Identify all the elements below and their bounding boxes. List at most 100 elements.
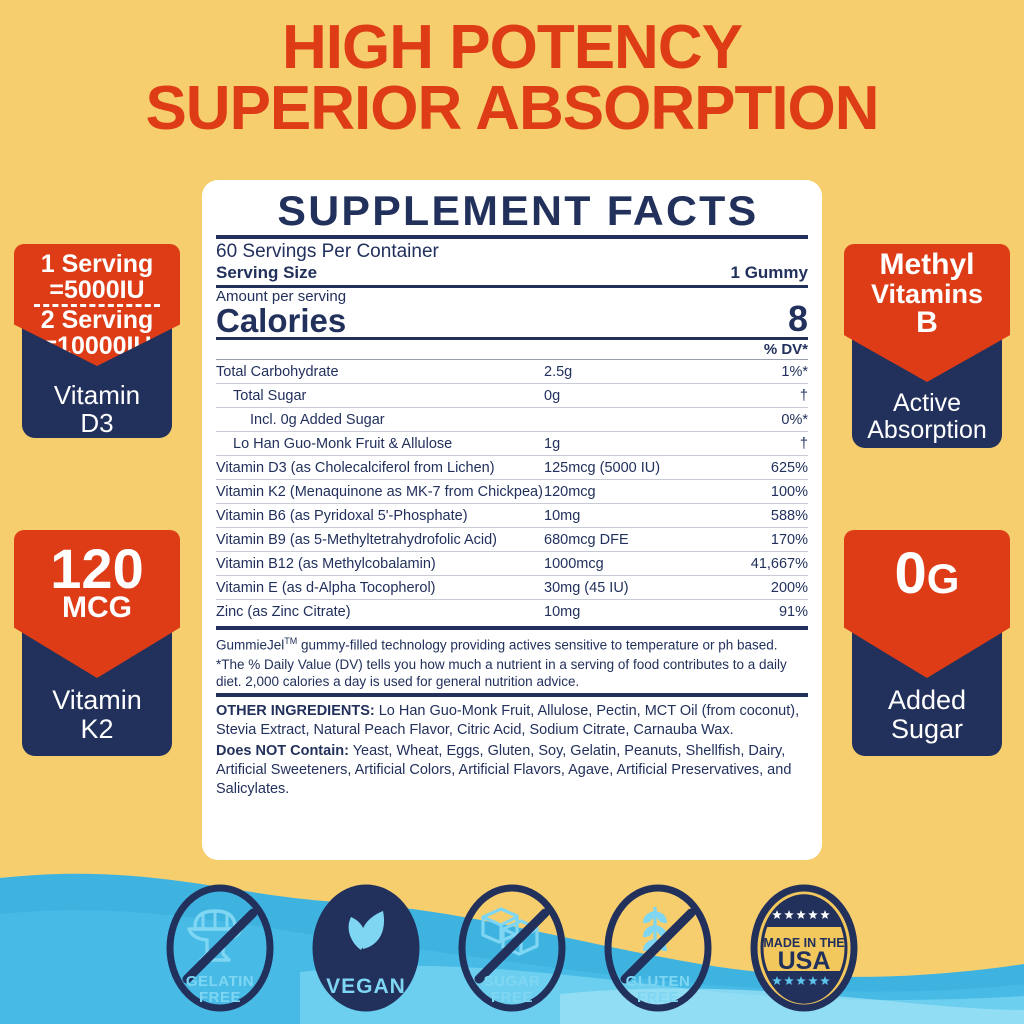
- trademark-symbol: TM: [284, 636, 298, 647]
- badge-methyl-line-2: Vitamins: [870, 278, 984, 309]
- supplement-facts-title: SUPPLEMENT FACTS: [277, 187, 759, 234]
- badge-sugar-amount: 0G: [850, 544, 1004, 603]
- badge-d3-line-2: =5000IU: [49, 275, 145, 304]
- table-row: Vitamin K2 (Menaquinone as MK-7 from Chi…: [216, 479, 808, 505]
- nutrient-name: Vitamin B9 (as 5-Methyltetrahydrofolic A…: [216, 527, 544, 553]
- technology-note-text: gummy-filled technology providing active…: [297, 637, 778, 653]
- nutrient-amount: 10mg: [544, 503, 724, 529]
- nutrient-daily-value: †: [724, 383, 808, 409]
- badge-sugar-unit: G: [926, 555, 960, 602]
- badge-sugar-sub-1: Added: [887, 685, 967, 715]
- other-ingredients-text: Lo Han Guo-Monk Fruit, Allulose, Pectin,…: [216, 703, 800, 739]
- svg-text:FREE: FREE: [491, 989, 533, 1006]
- other-ingredients: OTHER INGREDIENTS: Lo Han Guo-Monk Fruit…: [216, 702, 808, 740]
- table-row: Zinc (as Zinc Citrate) 10mg 91%: [216, 600, 808, 624]
- divider-ingredients: [216, 693, 808, 698]
- does-not-contain: Does NOT Contain: Yeast, Wheat, Eggs, Gl…: [216, 742, 808, 799]
- divider-calories: [216, 337, 808, 341]
- badge-k2-unit: MCG: [62, 591, 132, 625]
- table-row: Vitamin D3 (as Cholecalciferol from Lich…: [216, 455, 808, 481]
- table-row: Vitamin B9 (as 5-Methyltetrahydrofolic A…: [216, 527, 808, 553]
- nutrient-daily-value: 41,667%: [724, 551, 808, 577]
- cert-badge-leaf: VEGAN: [311, 883, 421, 1013]
- ingredients-section: OTHER INGREDIENTS: Lo Han Guo-Monk Fruit…: [216, 697, 808, 798]
- nutrient-name: Vitamin B6 (as Pyridoxal 5'-Phosphate): [216, 503, 544, 529]
- badge-vitamin-d3-sub-1: Vitamin: [53, 380, 141, 410]
- nutrient-name: Zinc (as Zinc Citrate): [216, 603, 351, 620]
- nutrient-name: Total Carbohydrate: [216, 360, 544, 385]
- headline-line-2: SUPERIOR ABSORPTION: [145, 73, 879, 143]
- badge-vitamin-k2-sub-1: Vitamin: [52, 685, 142, 715]
- svg-text:SUGAR: SUGAR: [484, 973, 541, 990]
- divider-serving: [216, 284, 808, 288]
- svg-text:GLUTEN: GLUTEN: [626, 973, 691, 990]
- cert-badge-wheat-stalk: GLUTEN FREE: [603, 883, 713, 1013]
- svg-text:FREE: FREE: [199, 989, 241, 1006]
- serving-size-row: Serving Size 1 Gummy: [216, 263, 808, 285]
- nutrient-daily-value: 100%: [724, 479, 808, 505]
- other-ingredients-label: OTHER INGREDIENTS:: [216, 703, 375, 720]
- serving-size-label: Serving Size: [216, 262, 318, 282]
- divider-table-bottom: [216, 626, 808, 631]
- svg-text:VEGAN: VEGAN: [326, 975, 406, 998]
- calories-label: Calories: [216, 302, 347, 340]
- nutrient-amount: 0g: [544, 383, 724, 409]
- serving-size-value: 1 Gummy: [730, 262, 808, 282]
- badge-sugar-sub-2: Sugar: [890, 713, 964, 744]
- nutrient-amount: 120mcg: [544, 479, 724, 505]
- table-row: Total Carbohydrate 2.5g 1%*: [216, 360, 808, 385]
- badge-k2-number: 120: [50, 537, 144, 600]
- does-not-contain-text: Yeast, Wheat, Eggs, Gluten, Soy, Gelatin…: [216, 743, 792, 797]
- nutrient-amount: 10mg: [544, 603, 581, 620]
- badge-d3-dashed-divider: [34, 304, 160, 307]
- nutrient-name: Vitamin B12 (as Methylcobalamin): [216, 551, 544, 577]
- divider-title: [216, 235, 808, 239]
- technology-note-brand: GummieJel: [216, 637, 285, 653]
- nutrient-daily-value: 1%*: [724, 360, 808, 385]
- table-row: Incl. 0g Added Sugar 0%*: [216, 407, 808, 433]
- technology-note: GummieJelTM gummy-filled technology prov…: [216, 636, 808, 654]
- footnotes: GummieJelTM gummy-filled technology prov…: [216, 630, 808, 690]
- nutrient-amount: 2.5g: [544, 360, 724, 385]
- svg-text:MADE IN THE: MADE IN THE: [763, 936, 844, 950]
- nutrient-daily-value: 200%: [724, 575, 808, 601]
- table-row: Lo Han Guo-Monk Fruit & Allulose 1g †: [216, 431, 808, 457]
- nutrient-daily-value: 170%: [724, 527, 808, 553]
- daily-value-note: *The % Daily Value (DV) tells you how mu…: [216, 656, 787, 689]
- divider-dv: [216, 359, 808, 361]
- amount-per-serving-label: Amount per serving: [216, 287, 347, 305]
- nutrient-amount: 680mcg DFE: [544, 527, 724, 553]
- badge-vitamin-k2-sub-2: K2: [80, 713, 114, 744]
- table-row: Vitamin B6 (as Pyridoxal 5'-Phosphate) 10…: [216, 503, 808, 529]
- nutrient-daily-value: 0%*: [724, 407, 808, 433]
- svg-text:GELATIN: GELATIN: [186, 973, 254, 990]
- cert-badge-usa-seal: MADE IN THE USA: [749, 883, 859, 1013]
- nutrient-amount: 1000mcg: [544, 551, 724, 577]
- nutrient-name: Lo Han Guo-Monk Fruit & Allulose: [216, 431, 544, 457]
- nutrient-name: Vitamin E (as d-Alpha Tocopherol): [216, 575, 544, 601]
- table-row: Vitamin E (as d-Alpha Tocopherol) 30mg (4…: [216, 575, 808, 601]
- page-headline: HIGH POTENCY SUPERIOR ABSORPTION: [0, 13, 1024, 143]
- badge-d3-line-1: 1 Serving: [40, 250, 154, 278]
- badge-methyl-sub-2: Absorption: [867, 415, 987, 444]
- nutrient-amount: [544, 407, 724, 433]
- certification-badges: GELATIN FREE VEGAN SUGAR FREE GLUTEN FREE MADE …: [0, 878, 1024, 1018]
- svg-text:FREE: FREE: [637, 989, 679, 1006]
- calories-row: Calories 8: [216, 298, 808, 340]
- nutrient-name: Vitamin D3 (as Cholecalciferol from Lich…: [216, 455, 544, 481]
- does-not-contain-label: Does NOT Contain:: [216, 743, 349, 760]
- servings-per-container: 60 Servings Per Container: [216, 241, 439, 262]
- nutrient-name: Incl. 0g Added Sugar: [216, 407, 544, 433]
- badge-d3-line-3: 2 Serving: [40, 306, 154, 334]
- badge-vitamin-d3-sub-2: D3: [80, 407, 114, 438]
- calories-value: 8: [787, 298, 808, 340]
- badge-sugar-number: 0: [894, 541, 927, 606]
- table-row: Vitamin B12 (as Methylcobalamin) 1000mcg 4…: [216, 551, 808, 577]
- nutrient-amount: 125mcg (5000 IU): [544, 455, 724, 481]
- badge-methyl-line-1: Methyl: [879, 248, 975, 281]
- cert-badge-jello-mold: GELATIN FREE: [165, 883, 275, 1013]
- cert-badge-sugar-cubes: SUGAR FREE: [457, 883, 567, 1013]
- headline-line-1: HIGH POTENCY: [282, 13, 743, 82]
- table-row: Total Sugar 0g †: [216, 383, 808, 409]
- svg-text:USA: USA: [778, 947, 831, 975]
